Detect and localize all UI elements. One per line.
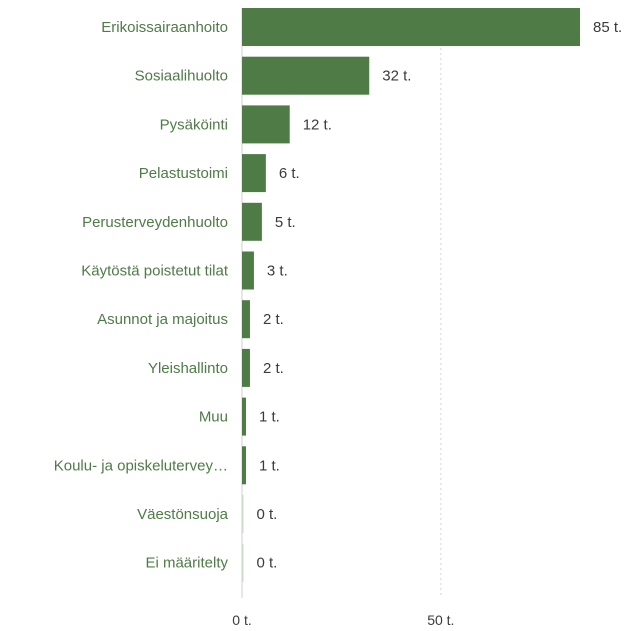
category-label: Erikoissairaanhoito [101, 19, 228, 36]
category-label: Asunnot ja majoitus [97, 311, 228, 328]
value-label: 12 t. [303, 116, 332, 133]
category-label: Ei määritelty [145, 555, 228, 572]
category-label: Sosiaalihuolto [135, 68, 228, 85]
bar [242, 495, 244, 533]
value-label: 32 t. [382, 68, 411, 85]
category-label: Pelastustoimi [139, 165, 228, 182]
value-label: 2 t. [263, 360, 284, 377]
value-label: 3 t. [267, 263, 288, 280]
category-label: Koulu- ja opiskeluterveу… [54, 457, 228, 474]
bar [242, 154, 266, 193]
category-label: Muu [199, 409, 228, 426]
bar [242, 300, 250, 339]
value-label: 85 t. [593, 19, 622, 36]
category-label: Väestönsuoja [137, 506, 229, 523]
value-label: 0 t. [257, 506, 278, 523]
value-label: 6 t. [279, 165, 300, 182]
bar [242, 251, 254, 290]
bars-layer [242, 8, 580, 582]
x-axis-ticks: 0 t. 50 t. [232, 612, 454, 628]
value-label: 1 t. [259, 409, 280, 426]
category-label: Käytöstä poistetut tilat [81, 263, 229, 280]
bar [242, 202, 262, 241]
category-label: Pysäköinti [160, 116, 228, 133]
bar [242, 8, 580, 46]
bar [242, 56, 370, 95]
labels-layer: Erikoissairaanhoito 85 t. Sosiaalihuolto 32… [54, 19, 622, 572]
value-label: 0 t. [257, 555, 278, 572]
category-label: Yleishallinto [148, 360, 228, 377]
bar [242, 348, 250, 387]
value-label: 1 t. [259, 457, 280, 474]
category-label: Perusterveydenhuolto [82, 214, 228, 231]
value-label: 5 t. [275, 214, 296, 231]
value-label: 2 t. [263, 311, 284, 328]
bar [242, 397, 246, 436]
x-tick-label: 50 t. [427, 612, 454, 628]
bar [242, 446, 246, 485]
bar [242, 105, 290, 144]
bar [242, 543, 244, 582]
x-tick-label: 0 t. [232, 612, 251, 628]
